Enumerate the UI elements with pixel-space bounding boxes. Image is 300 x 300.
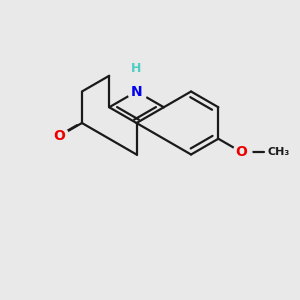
Text: N: N	[131, 85, 142, 98]
Text: CH₃: CH₃	[267, 147, 290, 157]
Text: O: O	[236, 145, 247, 159]
Text: O: O	[53, 129, 65, 143]
Text: H: H	[131, 62, 142, 75]
